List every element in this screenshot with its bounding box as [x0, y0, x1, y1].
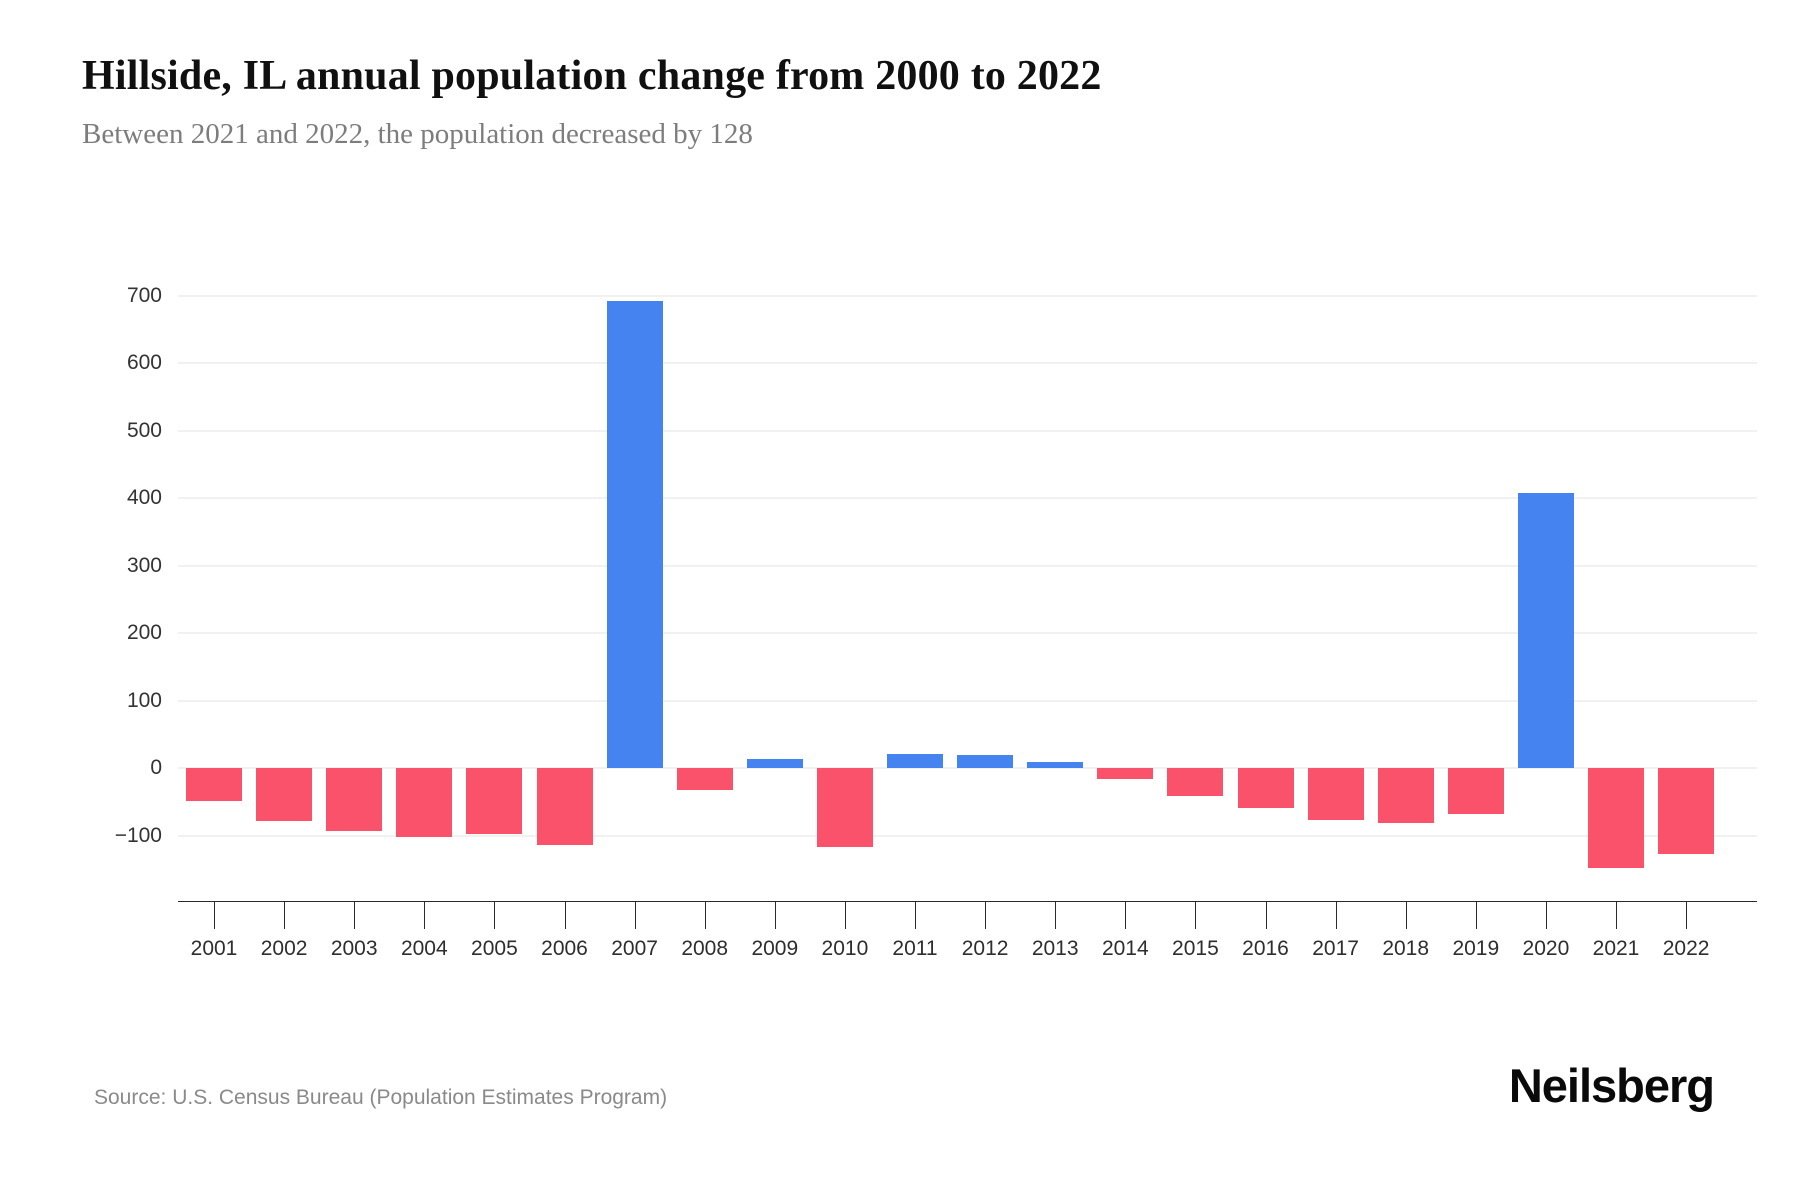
x-axis-label-2010: 2010 — [821, 937, 869, 960]
x-tick-2016 — [1265, 901, 1267, 929]
x-tick-2006 — [564, 901, 566, 929]
x-tick-2012 — [985, 901, 987, 929]
x-tick-2022 — [1686, 901, 1688, 929]
bar-2005[interactable] — [466, 768, 523, 835]
x-tick-2014 — [1125, 901, 1127, 929]
x-axis-label-2002: 2002 — [260, 937, 308, 960]
x-tick-2009 — [774, 901, 776, 929]
x-axis-label-2011: 2011 — [892, 937, 938, 960]
y-axis-label-100: 100 — [126, 688, 162, 712]
x-axis-label-2015: 2015 — [1172, 937, 1219, 960]
x-tick-2003 — [354, 901, 356, 929]
x-axis-label-2004: 2004 — [400, 937, 448, 960]
chart-subtitle: Between 2021 and 2022, the population de… — [82, 118, 753, 150]
x-tick-2002 — [284, 901, 286, 929]
x-tick-2020 — [1545, 901, 1547, 929]
x-axis-label-2014: 2014 — [1101, 937, 1149, 960]
bar-2016[interactable] — [1237, 768, 1294, 808]
x-tick-2007 — [634, 901, 636, 929]
bar-2014[interactable] — [1097, 768, 1154, 780]
x-axis-label-2018: 2018 — [1382, 937, 1430, 960]
y-axis-label-0: 0 — [150, 756, 162, 779]
bar-2018[interactable] — [1377, 768, 1434, 824]
y-axis-label--100: −100 — [114, 823, 162, 847]
y-axis-label-600: 600 — [126, 351, 162, 374]
bar-2001[interactable] — [186, 768, 242, 802]
x-tick-2005 — [494, 901, 496, 929]
gridline-400 — [178, 497, 1757, 499]
x-axis-label-2006: 2006 — [541, 937, 588, 960]
y-axis-label-200: 200 — [126, 621, 162, 644]
x-axis-label-2016: 2016 — [1242, 937, 1289, 960]
gridline-600 — [178, 362, 1757, 364]
x-axis-label-2001: 2001 — [190, 937, 238, 960]
x-axis-label-2019: 2019 — [1452, 937, 1500, 960]
source-note: Source: U.S. Census Bureau (Population E… — [94, 1086, 668, 1109]
gridline-500 — [178, 429, 1757, 432]
gridline-100 — [178, 699, 1757, 702]
x-tick-2021 — [1616, 901, 1617, 929]
x-tick-2010 — [844, 901, 846, 929]
bar-2020[interactable] — [1517, 493, 1574, 768]
x-axis-label-2008: 2008 — [681, 937, 729, 960]
y-axis-label-300: 300 — [126, 553, 162, 577]
bar-2009[interactable] — [746, 758, 803, 768]
bar-2008[interactable] — [676, 768, 733, 791]
bar-2012[interactable] — [957, 755, 1014, 768]
bar-2003[interactable] — [326, 768, 383, 831]
x-tick-2018 — [1405, 901, 1407, 929]
bar-2013[interactable] — [1027, 761, 1084, 768]
y-axis-label-500: 500 — [126, 418, 162, 442]
x-axis-label-2003: 2003 — [330, 937, 378, 960]
bar-2002[interactable] — [256, 768, 313, 821]
x-axis-label-2021: 2021 — [1592, 937, 1640, 960]
y-axis-label-400: 400 — [126, 486, 162, 509]
x-tick-2011 — [915, 901, 916, 929]
x-axis-label-2005: 2005 — [471, 937, 518, 960]
x-tick-2004 — [424, 901, 426, 929]
x-axis-label-2017: 2017 — [1312, 937, 1359, 960]
x-tick-2019 — [1475, 901, 1477, 929]
bar-2011[interactable] — [887, 753, 943, 768]
gridline-300 — [178, 564, 1757, 567]
bar-2015[interactable] — [1167, 768, 1224, 797]
gridline-200 — [178, 632, 1757, 634]
bar-2006[interactable] — [536, 768, 593, 845]
x-tick-2001 — [214, 901, 215, 929]
chart-title: Hillside, IL annual population change fr… — [82, 53, 1102, 99]
bar-2007[interactable] — [606, 300, 663, 768]
brand-logo: Neilsberg — [1508, 1059, 1715, 1112]
x-axis-label-2009: 2009 — [751, 937, 799, 960]
bar-2017[interactable] — [1307, 768, 1364, 820]
y-axis-label-700: 700 — [126, 283, 162, 307]
gridline-700 — [178, 294, 1757, 297]
x-axis-label-2020: 2020 — [1522, 937, 1570, 960]
bar-2010[interactable] — [816, 768, 873, 847]
bar-2022[interactable] — [1658, 768, 1715, 855]
x-axis-label-2007: 2007 — [611, 937, 658, 960]
x-tick-2013 — [1055, 901, 1057, 929]
bar-2021[interactable] — [1588, 768, 1644, 868]
bar-2019[interactable] — [1447, 768, 1504, 814]
bar-2004[interactable] — [396, 768, 453, 837]
x-tick-2008 — [704, 901, 706, 929]
gridline-0 — [178, 767, 1757, 769]
x-tick-2017 — [1335, 901, 1337, 929]
x-tick-2015 — [1195, 901, 1197, 929]
x-axis-label-2013: 2013 — [1031, 937, 1079, 960]
gridline--100 — [178, 834, 1757, 837]
x-axis-label-2012: 2012 — [961, 937, 1009, 960]
x-axis-line — [178, 901, 1757, 902]
x-axis-label-2022: 2022 — [1662, 937, 1710, 960]
